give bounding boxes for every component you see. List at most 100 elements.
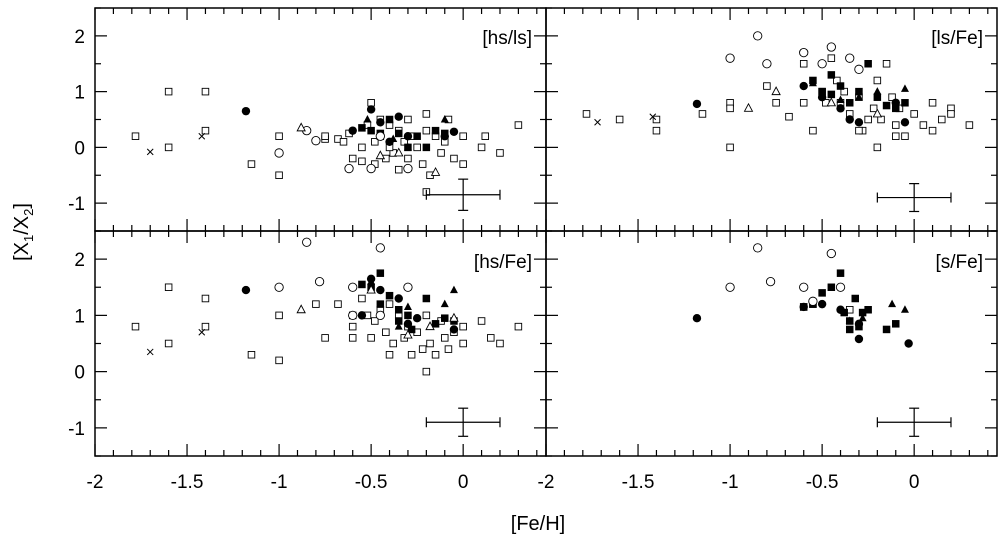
y-label-sub2: 2 — [21, 209, 36, 216]
data-point-open-square — [312, 300, 320, 308]
data-point-open-square — [698, 110, 707, 118]
data-point-open-square — [404, 154, 412, 163]
data-point-open-square — [201, 126, 210, 135]
data-point-open-square — [864, 115, 872, 124]
data-point-filled-triangle — [845, 316, 854, 324]
data-point-open-square — [164, 283, 173, 292]
data-point-open-square — [938, 115, 946, 124]
data-point-filled-square — [385, 115, 394, 124]
x-tick-label: -1.5 — [622, 472, 655, 493]
data-point-cross — [649, 113, 657, 121]
data-point-open-square — [441, 334, 449, 342]
data-point-open-square — [164, 87, 173, 96]
data-point-filled-triangle — [363, 115, 372, 123]
data-point-filled-square — [827, 71, 836, 79]
x-tick-label: 0 — [458, 472, 469, 493]
data-point-open-square — [873, 76, 882, 85]
data-point-filled-triangle — [808, 78, 817, 87]
data-point-open-square — [615, 115, 624, 124]
data-point-open-square — [201, 294, 210, 303]
data-point-open-square — [892, 121, 900, 129]
data-point-cross — [198, 328, 206, 336]
data-point-open-circle — [302, 237, 312, 247]
data-point-open-square — [928, 126, 937, 135]
data-point-filled-triangle — [440, 115, 449, 123]
x-tick-label: -1.5 — [171, 472, 204, 493]
x-axis-label: [Fe/H] — [511, 513, 565, 535]
data-point-filled-square — [818, 289, 826, 297]
data-point-filled-square — [864, 60, 872, 68]
data-point-open-circle — [375, 310, 385, 321]
data-point-filled-square — [358, 124, 366, 132]
data-point-open-square — [459, 160, 467, 168]
data-point-filled-triangle — [900, 84, 909, 92]
data-point-open-square — [444, 345, 453, 353]
data-point-filled-circle — [412, 313, 422, 323]
data-point-filled-circle — [900, 118, 910, 127]
data-point-open-square — [726, 104, 734, 113]
data-point-open-square — [477, 317, 486, 325]
data-point-open-square — [164, 143, 173, 152]
data-point-open-circle — [274, 282, 284, 292]
data-point-open-circle — [835, 282, 846, 292]
data-point-filled-square — [358, 280, 366, 289]
data-point-open-square — [928, 99, 937, 107]
data-point-open-square — [321, 334, 329, 342]
x-tick-label: -1 — [271, 472, 288, 493]
data-point-filled-triangle — [873, 87, 882, 95]
data-point-open-square — [422, 110, 431, 118]
data-point-open-circle — [375, 243, 385, 253]
data-point-open-circle — [817, 59, 827, 69]
data-point-filled-square — [836, 82, 845, 90]
y-tick-label: -1 — [68, 194, 85, 215]
data-point-filled-square — [827, 90, 836, 99]
data-point-open-square — [459, 339, 467, 348]
panel-title: [s/Fe] — [935, 252, 983, 273]
data-point-open-square — [459, 132, 467, 140]
y-tick-label: 0 — [74, 363, 85, 384]
data-point-open-square — [418, 160, 427, 168]
y-tick-label: 0 — [74, 138, 85, 159]
data-point-open-square — [394, 165, 403, 174]
data-point-open-square — [809, 126, 817, 135]
data-point-open-square — [426, 339, 434, 348]
data-point-filled-circle — [357, 311, 367, 320]
data-point-open-triangle — [366, 284, 376, 294]
data-point-open-triangle — [296, 304, 306, 314]
data-point-open-square — [431, 351, 440, 359]
data-point-open-square — [339, 138, 348, 146]
data-point-open-square — [514, 322, 523, 331]
data-point-filled-circle — [799, 81, 808, 91]
data-point-open-square — [413, 143, 421, 152]
panel-title: [hs/ls] — [482, 28, 532, 49]
data-point-open-square — [385, 351, 394, 359]
data-point-open-triangle — [403, 329, 413, 339]
y-label-sub1: 1 — [21, 235, 36, 242]
data-point-open-square — [321, 132, 329, 140]
y-tick-label: 1 — [74, 306, 85, 327]
data-point-open-square — [404, 115, 412, 124]
data-point-filled-square — [845, 325, 854, 334]
data-point-open-triangle — [296, 122, 306, 132]
y-label-end: ] — [11, 203, 33, 209]
data-point-open-circle — [808, 296, 818, 306]
data-point-open-circle — [366, 163, 376, 174]
data-point-open-circle — [344, 163, 354, 174]
data-point-filled-square — [376, 269, 385, 277]
data-point-filled-triangle — [449, 285, 458, 294]
data-point-filled-square — [407, 325, 416, 334]
data-point-open-square — [247, 160, 256, 168]
x-tick-label: -1 — [722, 472, 739, 493]
data-point-open-square — [496, 339, 504, 348]
y-tick-label: 2 — [74, 27, 85, 48]
data-point-filled-square — [855, 322, 863, 331]
data-point-open-circle — [348, 282, 358, 292]
data-point-filled-square — [404, 311, 412, 320]
data-point-open-square — [496, 149, 504, 157]
data-point-open-square — [131, 132, 140, 140]
data-point-cross — [594, 118, 601, 126]
panel-ls-fe: [ls/Fe] — [545, 7, 998, 232]
data-point-open-square — [247, 351, 256, 359]
data-point-filled-square — [394, 129, 403, 138]
data-point-open-circle — [753, 31, 763, 41]
